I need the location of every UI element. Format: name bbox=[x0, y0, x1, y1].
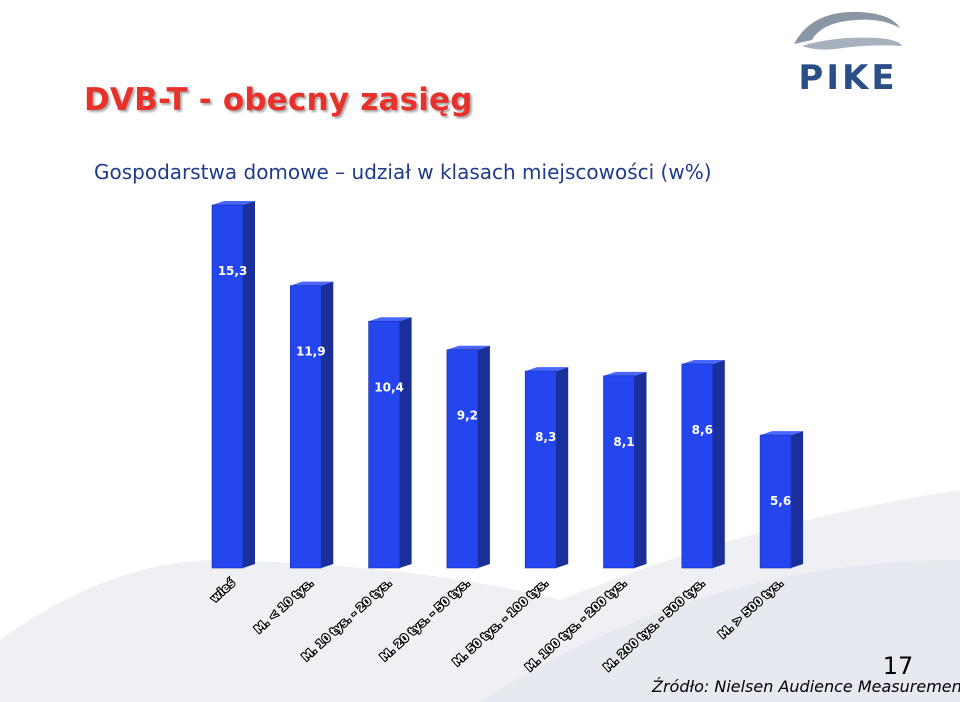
bar-side-4 bbox=[477, 345, 490, 568]
bar-top-5 bbox=[525, 367, 569, 372]
bar-top-2 bbox=[290, 281, 334, 286]
bar-8: 5,6 bbox=[759, 431, 804, 569]
bar-top-7 bbox=[681, 359, 725, 364]
bar-front-5 bbox=[524, 370, 557, 569]
bar-front-8 bbox=[759, 434, 792, 569]
data-label-4: 9,2 bbox=[457, 409, 478, 423]
x-tick-label-3: M. 10 tys. - 20 tys. bbox=[299, 577, 394, 664]
source-note: Źródło: Nielsen Audience Measurement bbox=[652, 677, 960, 696]
bar-7: 8,6 bbox=[681, 359, 725, 569]
bar-front-3 bbox=[368, 320, 400, 569]
bar-side-6 bbox=[634, 371, 647, 568]
bar-side-1 bbox=[243, 201, 255, 568]
x-tick-label-2: M. < 10 tys. bbox=[252, 577, 316, 636]
x-tick-label-8: M. > 500 tys. bbox=[716, 577, 786, 641]
bar-front-1 bbox=[211, 204, 244, 569]
bar-front-6 bbox=[603, 375, 635, 569]
bar-side-7 bbox=[712, 359, 725, 568]
x-tick-label-1: wieś bbox=[208, 576, 238, 605]
bar-1: 15,3 bbox=[211, 201, 255, 569]
bar-front-7 bbox=[681, 363, 714, 569]
slide-title: DVB-T - obecny zasięg bbox=[84, 82, 473, 118]
bar-top-8 bbox=[760, 431, 804, 436]
bar-side-5 bbox=[556, 367, 569, 568]
logo-text: PIKE bbox=[798, 58, 898, 98]
bar-top-3 bbox=[368, 317, 412, 322]
pike-logo bbox=[782, 6, 912, 102]
data-label-5: 8,3 bbox=[535, 430, 556, 444]
bar-side-8 bbox=[791, 431, 804, 568]
x-tick-label-4: M. 20 tys. - 50 tys. bbox=[378, 577, 473, 664]
data-label-3: 10,4 bbox=[374, 380, 404, 394]
chart-subtitle: Gospodarstwa domowe – udział w klasach m… bbox=[94, 160, 712, 184]
bar-top-4 bbox=[446, 345, 490, 350]
data-label-6: 8,1 bbox=[613, 435, 634, 449]
bar-3: 10,4 bbox=[368, 317, 412, 569]
bar-4: 9,2 bbox=[446, 345, 490, 569]
page-number: 17 bbox=[882, 652, 914, 680]
bar-2: 11,9 bbox=[289, 281, 334, 569]
bar-side-3 bbox=[399, 317, 412, 568]
bar-side-2 bbox=[321, 281, 334, 568]
data-label-8: 5,6 bbox=[770, 494, 791, 508]
data-label-7: 8,6 bbox=[692, 423, 713, 437]
bar-5: 8,3 bbox=[524, 367, 569, 569]
data-label-1: 15,3 bbox=[218, 264, 248, 278]
bar-top-1 bbox=[212, 201, 255, 205]
bar-group: 15,3 11,9 10,4 9,2 8,3 8,1 8,6 5,6 bbox=[211, 201, 804, 569]
bar-front-4 bbox=[446, 349, 479, 569]
x-tick-labels: wieś M. < 10 tys.M. 10 tys. - 20 tys.M. 2… bbox=[207, 575, 787, 675]
bar-top-6 bbox=[603, 371, 647, 376]
logo-swoosh-icon bbox=[794, 11, 902, 50]
bar-front-2 bbox=[289, 285, 322, 569]
data-label-2: 11,9 bbox=[296, 345, 326, 359]
bar-6: 8,1 bbox=[603, 371, 647, 569]
